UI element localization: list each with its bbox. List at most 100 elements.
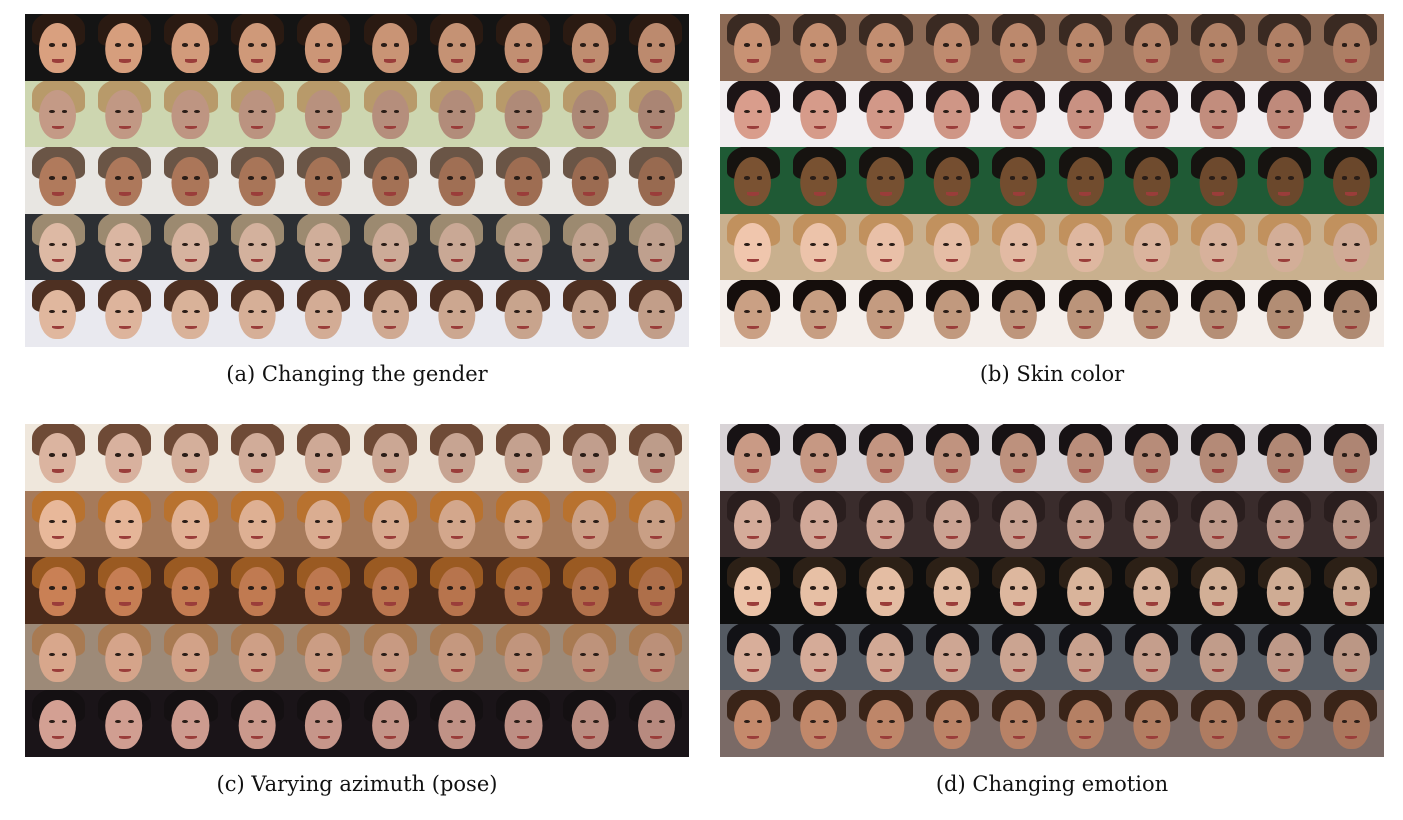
face-thumbnail xyxy=(25,213,92,281)
face-thumbnail xyxy=(1184,280,1252,347)
caption-d: (d) Changing emotion xyxy=(935,772,1169,796)
face-thumbnail xyxy=(556,690,623,757)
face-thumbnail xyxy=(357,80,424,148)
face-thumbnail xyxy=(985,557,1052,624)
face-grid-a xyxy=(25,14,689,347)
face-thumbnail xyxy=(489,623,557,691)
face-thumbnail xyxy=(157,147,225,214)
face-thumbnail xyxy=(1184,147,1252,214)
face-thumbnail xyxy=(423,424,490,491)
face-thumbnail xyxy=(224,690,291,757)
face-thumbnail xyxy=(1251,490,1318,558)
face-thumbnail xyxy=(720,490,787,558)
face-thumbnail xyxy=(1052,424,1119,491)
face-thumbnail xyxy=(1317,280,1384,347)
face-thumbnail xyxy=(25,280,92,347)
face-thumbnail xyxy=(1317,14,1384,81)
face-thumbnail xyxy=(1118,690,1185,757)
face-thumbnail xyxy=(985,147,1052,214)
face-grid-b xyxy=(720,14,1384,347)
face-thumbnail xyxy=(985,213,1052,281)
face-thumbnail xyxy=(852,14,920,81)
face-thumbnail xyxy=(852,623,920,691)
face-thumbnail xyxy=(556,490,623,558)
face-thumbnail xyxy=(622,280,689,347)
face-thumbnail xyxy=(919,557,986,624)
face-thumbnail xyxy=(556,557,623,624)
face-thumbnail xyxy=(786,623,853,691)
panel-b: (b) Skin color xyxy=(720,14,1384,404)
face-thumbnail xyxy=(919,490,986,558)
face-thumbnail xyxy=(985,623,1052,691)
face-thumbnail xyxy=(290,14,357,81)
face-thumbnail xyxy=(157,80,225,148)
face-thumbnail xyxy=(157,280,225,347)
face-thumbnail xyxy=(224,14,291,81)
face-thumbnail xyxy=(489,213,557,281)
face-thumbnail xyxy=(720,280,787,347)
face-thumbnail xyxy=(1251,213,1318,281)
face-thumbnail xyxy=(919,80,986,148)
face-thumbnail xyxy=(622,80,689,148)
face-thumbnail xyxy=(622,490,689,558)
face-thumbnail xyxy=(919,213,986,281)
face-thumbnail xyxy=(1251,424,1318,491)
face-thumbnail xyxy=(91,280,158,347)
face-thumbnail xyxy=(423,213,490,281)
face-thumbnail xyxy=(91,147,158,214)
face-thumbnail xyxy=(556,80,623,148)
face-grid-c xyxy=(25,424,689,757)
face-thumbnail xyxy=(720,147,787,214)
face-thumbnail xyxy=(91,690,158,757)
face-thumbnail xyxy=(1251,147,1318,214)
face-thumbnail xyxy=(1317,557,1384,624)
face-thumbnail xyxy=(489,424,557,491)
face-thumbnail xyxy=(852,690,920,757)
face-thumbnail xyxy=(852,557,920,624)
face-thumbnail xyxy=(1118,280,1185,347)
face-thumbnail xyxy=(1052,280,1119,347)
face-thumbnail xyxy=(985,424,1052,491)
face-thumbnail xyxy=(1118,490,1185,558)
face-thumbnail xyxy=(423,80,490,148)
face-thumbnail xyxy=(1052,213,1119,281)
face-thumbnail xyxy=(786,690,853,757)
face-thumbnail xyxy=(1251,14,1318,81)
face-thumbnail xyxy=(1251,280,1318,347)
face-thumbnail xyxy=(157,424,225,491)
face-thumbnail xyxy=(357,280,424,347)
face-thumbnail xyxy=(985,80,1052,148)
caption-b: (b) Skin color xyxy=(979,362,1125,386)
face-thumbnail xyxy=(25,14,92,81)
face-thumbnail xyxy=(290,280,357,347)
face-thumbnail xyxy=(1317,490,1384,558)
face-thumbnail xyxy=(622,147,689,214)
face-thumbnail xyxy=(25,557,92,624)
face-thumbnail xyxy=(1052,490,1119,558)
face-thumbnail xyxy=(1118,623,1185,691)
face-thumbnail xyxy=(224,280,291,347)
face-thumbnail xyxy=(1251,80,1318,148)
face-thumbnail xyxy=(919,280,986,347)
panel-c: (c) Varying azimuth (pose) xyxy=(25,424,689,814)
face-thumbnail xyxy=(1317,80,1384,148)
face-thumbnail xyxy=(1118,147,1185,214)
face-thumbnail xyxy=(423,557,490,624)
face-thumbnail xyxy=(224,557,291,624)
face-thumbnail xyxy=(290,213,357,281)
face-thumbnail xyxy=(157,557,225,624)
panel-a: (a) Changing the gender xyxy=(25,14,689,404)
face-thumbnail xyxy=(91,424,158,491)
face-thumbnail xyxy=(91,490,158,558)
face-thumbnail xyxy=(985,280,1052,347)
face-thumbnail xyxy=(290,623,357,691)
face-thumbnail xyxy=(91,623,158,691)
face-thumbnail xyxy=(423,147,490,214)
face-thumbnail xyxy=(1184,490,1252,558)
face-thumbnail xyxy=(290,490,357,558)
face-thumbnail xyxy=(489,80,557,148)
face-thumbnail xyxy=(622,623,689,691)
face-thumbnail xyxy=(919,690,986,757)
face-thumbnail xyxy=(556,623,623,691)
face-thumbnail xyxy=(91,213,158,281)
